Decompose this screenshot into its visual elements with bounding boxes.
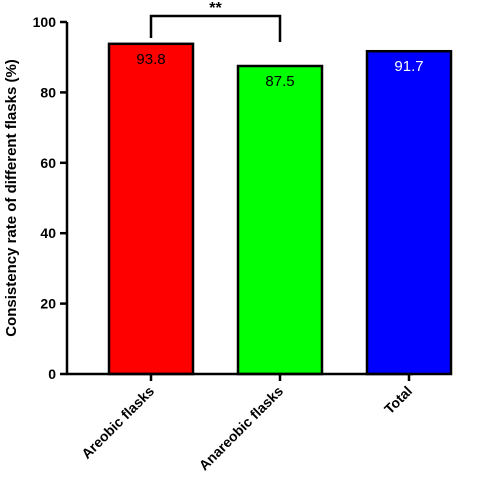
significance-label: ** [209, 0, 222, 17]
x-axis: Areobic flasks Anareobic flasks Total [66, 372, 415, 474]
y-tick-label: 80 [40, 84, 56, 100]
y-tick-label: 20 [40, 296, 56, 312]
x-tick-label: Areobic flasks [78, 383, 157, 462]
y-axis-title: Consistency rate of different flasks (%) [3, 59, 20, 337]
bar [236, 64, 324, 376]
y-tick-label: 100 [33, 14, 57, 30]
y-axis: 0 20 40 60 80 100 [33, 14, 69, 382]
y-tick-label: 40 [40, 225, 56, 241]
data-label: 87.5 [265, 73, 294, 90]
x-tick-label: Total [381, 383, 415, 417]
significance-line [149, 14, 282, 42]
data-label: 91.7 [394, 58, 423, 75]
bars: 93.8 87.5 91.7 [107, 42, 453, 376]
x-tick-label: Anareobic flasks [196, 383, 287, 474]
y-tick-label: 60 [40, 155, 56, 171]
bar [107, 42, 195, 376]
data-label: 93.8 [136, 51, 165, 68]
significance-bracket: ** [149, 0, 282, 42]
y-tick-label: 0 [48, 366, 56, 382]
bar [365, 49, 453, 376]
